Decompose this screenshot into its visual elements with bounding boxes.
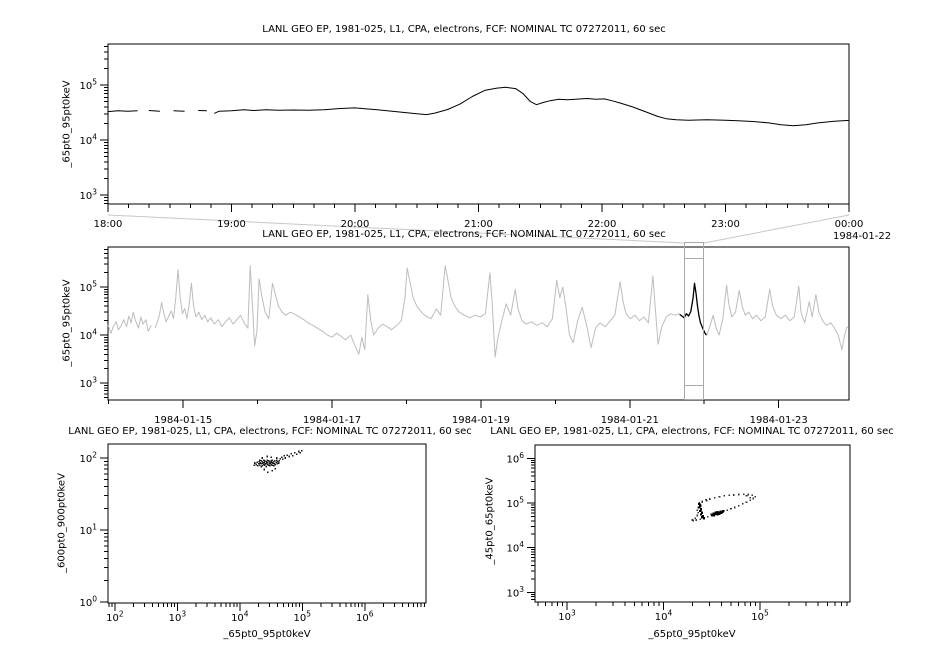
bottom-left-panel-ylabel: _600pt0_900pt0keV [56, 473, 68, 573]
svg-text:104: 104 [506, 540, 524, 555]
svg-text:102: 102 [106, 610, 124, 625]
selection-handle-top[interactable] [685, 258, 703, 259]
svg-text:20:00: 20:00 [341, 219, 370, 230]
top-panel-title: LANL GEO EP, 1981-025, L1, CPA, electron… [262, 24, 666, 35]
svg-text:100: 100 [79, 594, 97, 609]
svg-text:104: 104 [79, 133, 97, 148]
bottom_left-panel: 102 103 104 105 106 100 101 102 [79, 443, 427, 625]
svg-text:21:00: 21:00 [464, 219, 493, 230]
svg-text:105: 105 [79, 280, 97, 295]
svg-text:104: 104 [655, 609, 673, 624]
svg-text:106: 106 [506, 451, 524, 466]
svg-text:23:00: 23:00 [711, 219, 740, 230]
bottom-right-panel-xlabel: _65pt0_95pt0keV [648, 629, 736, 640]
svg-text:19:00: 19:00 [217, 219, 246, 230]
top-panel: 18:00 19:00 20:00 21:00 22:00 23:00 00:00 103 10… [79, 43, 864, 230]
svg-text:1984-01-23: 1984-01-23 [750, 415, 808, 426]
svg-text:105: 105 [79, 78, 97, 93]
svg-text:1984-01-19: 1984-01-19 [452, 415, 510, 426]
selection-handle-bottom[interactable] [685, 385, 703, 386]
svg-text:18:00: 18:00 [94, 219, 123, 230]
bottom-left-panel-title: LANL GEO EP, 1981-025, L1, CPA, electron… [68, 426, 472, 437]
svg-text:103: 103 [79, 376, 97, 391]
bottom_right-panel: 103 104 105 103 104 105 106 [506, 444, 851, 624]
top-panel-ylabel: _65pt0_95pt0keV [61, 80, 73, 168]
svg-text:103: 103 [506, 585, 524, 600]
svg-text:101: 101 [79, 522, 97, 537]
svg-text:104: 104 [79, 328, 97, 343]
svg-text:1984-01-21: 1984-01-21 [601, 415, 659, 426]
middle-series [107, 265, 849, 358]
svg-text:103: 103 [79, 188, 97, 203]
svg-text:103: 103 [169, 610, 187, 625]
svg-text:1984-01-15: 1984-01-15 [154, 415, 212, 426]
svg-text:105: 105 [294, 610, 312, 625]
svg-text:106: 106 [356, 610, 374, 625]
bottom-right-panel-title: LANL GEO EP, 1981-025, L1, CPA, electron… [490, 426, 894, 437]
top-panel-date-label: 1984-01-22 [833, 231, 892, 242]
selection-box[interactable] [684, 242, 704, 400]
middle-panel-ylabel: _65pt0_95pt0keV [61, 279, 73, 367]
svg-text:102: 102 [79, 450, 97, 465]
zoom-connector-lines [107, 214, 850, 244]
middle-panel: 1984-01-15 1984-01-17 1984-01-19 1984-01-21… [79, 246, 850, 426]
svg-text:1984-01-17: 1984-01-17 [303, 415, 361, 426]
svg-text:105: 105 [506, 496, 524, 511]
svg-text:00:00: 00:00 [835, 219, 864, 230]
bottom-right-panel-ylabel: _45pt0_65pt0keV [484, 477, 496, 565]
svg-text:22:00: 22:00 [588, 219, 617, 230]
svg-text:105: 105 [751, 609, 769, 624]
middle-panel-title: LANL GEO EP, 1981-025, L1, CPA, electron… [262, 229, 666, 240]
svg-text:104: 104 [231, 610, 249, 625]
top-series [107, 86, 850, 127]
bottom-left-panel-xlabel: _65pt0_95pt0keV [223, 629, 311, 640]
svg-text:103: 103 [558, 609, 576, 624]
